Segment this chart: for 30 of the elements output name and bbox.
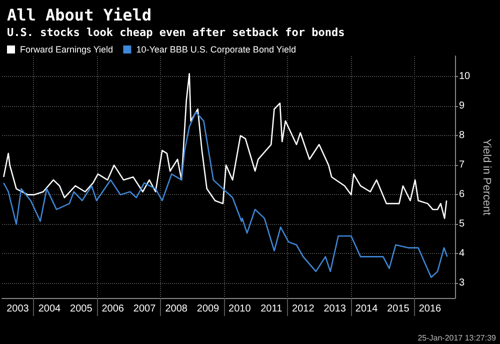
x-tick-label: 2007 — [133, 304, 156, 314]
x-tick-label: 2013 — [324, 304, 346, 314]
y-tick-label: 8 — [458, 130, 465, 142]
y-tick-label: 6 — [458, 189, 465, 200]
y-tick-label: 7 — [458, 160, 465, 171]
legend-label: 10-Year BBB U.S. Corporate Bond Yield — [136, 44, 296, 54]
x-tick-label: 2006 — [102, 304, 124, 314]
y-tick-label: 3 — [458, 278, 465, 289]
chart-title: All About Yield — [7, 6, 152, 24]
x-tick-label: 2008 — [165, 304, 188, 314]
line-series — [3, 73, 448, 219]
y-tick-label: 10 — [458, 71, 471, 82]
x-tick-label: 2015 — [387, 304, 410, 314]
x-tick-label: 2011 — [260, 304, 283, 314]
y-axis-title: Yield in Percent — [480, 138, 492, 216]
x-tick-label: 2016 — [418, 304, 442, 314]
y-tick-label: 4 — [458, 248, 465, 260]
y-tick-label: 5 — [458, 218, 465, 230]
x-tick-label: 2012 — [292, 304, 315, 314]
line-series — [3, 111, 448, 278]
y-tick-label: 9 — [458, 100, 465, 112]
x-tick-label: 2014 — [355, 304, 378, 314]
text: 25-Jan-2017 13:27:39 — [418, 334, 497, 342]
x-tick-label: 2003 — [6, 304, 30, 314]
x-tick-label: 2005 — [70, 304, 93, 314]
x-tick-label: 2004 — [38, 304, 62, 314]
x-tick-label: 2009 — [196, 304, 220, 314]
x-tick-label: 2010 — [228, 304, 252, 314]
legend-label: Forward Earnings Yield — [20, 44, 114, 54]
chart-subtitle: U.S. stocks look cheap even after setback for bonds — [7, 26, 345, 39]
